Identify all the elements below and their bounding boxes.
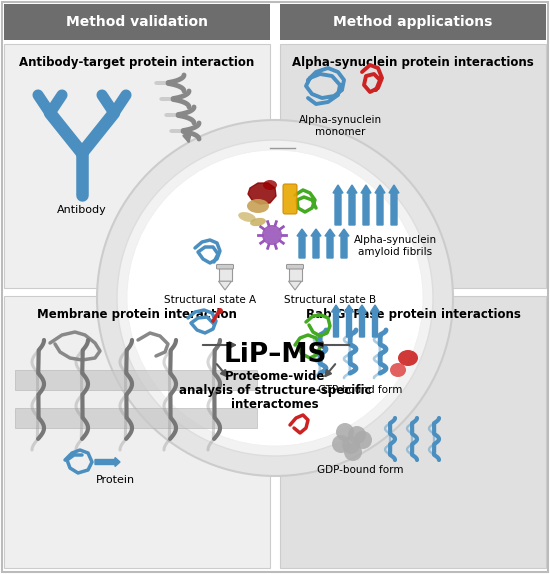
Text: LiP–MS: LiP–MS: [223, 342, 327, 368]
Text: Membrane protein interaction: Membrane protein interaction: [37, 308, 237, 321]
Ellipse shape: [398, 350, 418, 366]
Text: Antibody-target protein interaction: Antibody-target protein interaction: [19, 56, 255, 69]
Ellipse shape: [263, 180, 277, 190]
Polygon shape: [289, 281, 301, 290]
FancyArrow shape: [311, 229, 321, 258]
FancyBboxPatch shape: [280, 296, 546, 568]
Circle shape: [117, 140, 433, 456]
FancyBboxPatch shape: [287, 265, 304, 269]
Text: Alpha-synuclein
monomer: Alpha-synuclein monomer: [299, 115, 382, 137]
FancyArrow shape: [375, 185, 385, 225]
Ellipse shape: [238, 212, 256, 222]
Text: interactomes: interactomes: [231, 398, 319, 411]
FancyBboxPatch shape: [280, 4, 546, 40]
FancyBboxPatch shape: [15, 408, 257, 428]
FancyArrow shape: [325, 229, 335, 258]
Text: Method applications: Method applications: [333, 15, 493, 29]
Text: Structural state B: Structural state B: [284, 295, 376, 305]
Text: GTP-bound form: GTP-bound form: [318, 385, 402, 395]
FancyBboxPatch shape: [280, 44, 546, 288]
Text: Method validation: Method validation: [66, 15, 208, 29]
Text: Structural state A: Structural state A: [164, 295, 256, 305]
Text: analysis of structure-specific: analysis of structure-specific: [179, 384, 371, 397]
FancyBboxPatch shape: [283, 184, 297, 214]
Ellipse shape: [247, 199, 269, 213]
Circle shape: [332, 435, 350, 453]
FancyArrow shape: [297, 229, 307, 258]
Polygon shape: [248, 183, 276, 204]
Text: Rab GTPase protein interactions: Rab GTPase protein interactions: [306, 308, 520, 321]
Text: GDP-bound form: GDP-bound form: [317, 465, 403, 475]
FancyBboxPatch shape: [218, 268, 232, 281]
FancyArrow shape: [332, 305, 340, 337]
FancyBboxPatch shape: [217, 265, 234, 269]
FancyArrow shape: [333, 185, 343, 225]
Text: Alpha-synuclein protein interactions: Alpha-synuclein protein interactions: [292, 56, 534, 69]
Ellipse shape: [250, 218, 266, 226]
Circle shape: [348, 426, 366, 444]
Circle shape: [354, 431, 372, 449]
FancyArrow shape: [344, 305, 354, 337]
FancyArrow shape: [389, 185, 399, 225]
FancyBboxPatch shape: [15, 370, 257, 390]
Text: Alpha-synuclein
amyloid fibrils: Alpha-synuclein amyloid fibrils: [354, 235, 437, 257]
Circle shape: [97, 120, 453, 476]
Circle shape: [342, 436, 360, 454]
FancyBboxPatch shape: [4, 4, 270, 40]
Circle shape: [127, 150, 423, 446]
Circle shape: [262, 225, 282, 245]
FancyArrow shape: [361, 185, 371, 225]
Text: Antibody: Antibody: [57, 205, 107, 215]
Text: Protein: Protein: [96, 475, 135, 485]
FancyArrow shape: [95, 457, 120, 467]
Ellipse shape: [390, 363, 406, 377]
Circle shape: [217, 308, 223, 314]
Polygon shape: [218, 281, 232, 290]
FancyArrow shape: [339, 229, 349, 258]
Text: Proteome-wide: Proteome-wide: [225, 370, 325, 383]
FancyBboxPatch shape: [289, 268, 301, 281]
FancyArrow shape: [371, 305, 380, 337]
FancyArrow shape: [347, 185, 357, 225]
FancyArrow shape: [358, 305, 366, 337]
Circle shape: [344, 443, 362, 461]
FancyBboxPatch shape: [4, 44, 270, 288]
Circle shape: [336, 423, 354, 441]
FancyBboxPatch shape: [4, 296, 270, 568]
